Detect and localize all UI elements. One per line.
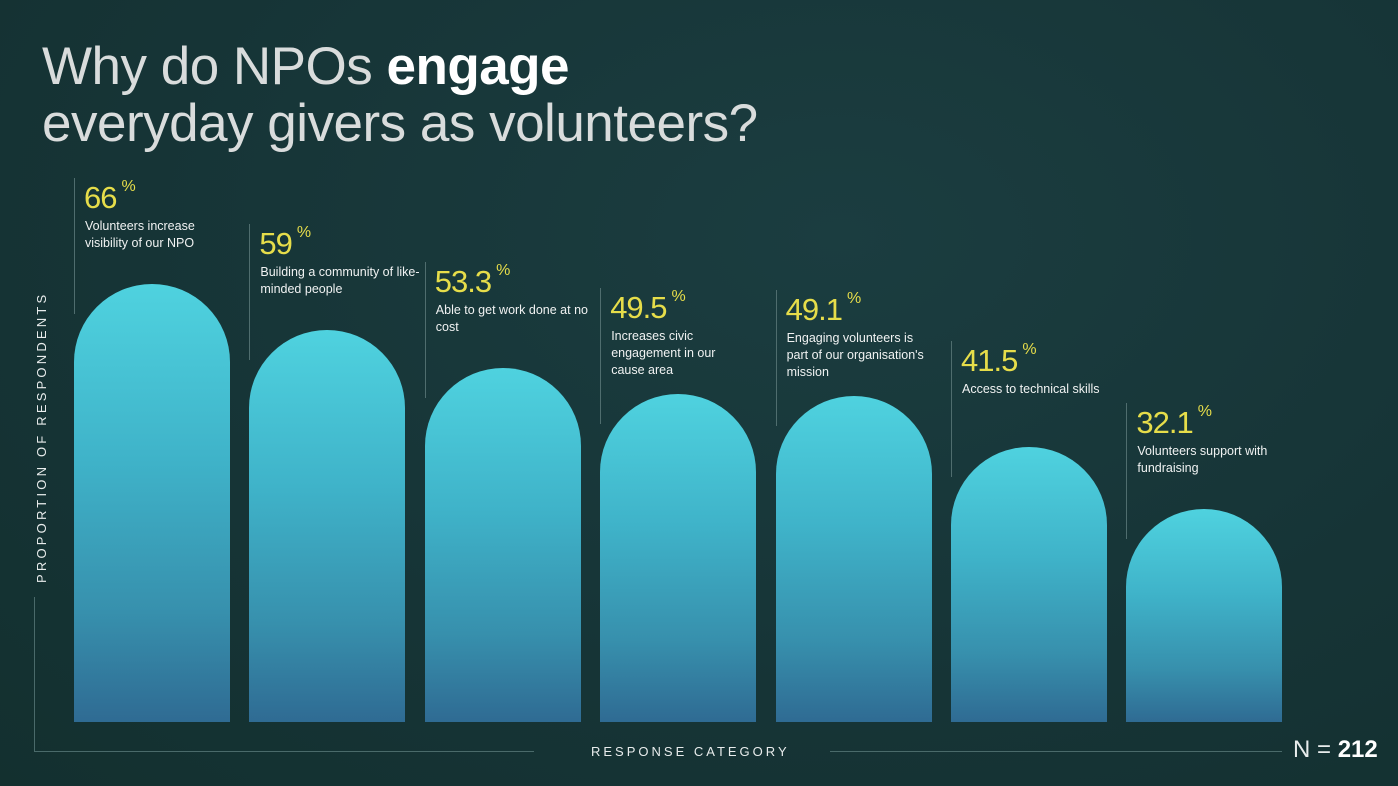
title-emphasis: engage xyxy=(386,37,570,96)
bar xyxy=(1126,508,1283,722)
chart-title: Why do NPOs engage everyday givers as vo… xyxy=(42,38,758,152)
percent-sign: % xyxy=(671,287,686,305)
category-label: Building a community of like-minded peop… xyxy=(260,265,420,297)
leader-line xyxy=(424,262,426,399)
leader-line xyxy=(951,340,952,477)
value-text: 32.1 xyxy=(1136,404,1193,440)
sample-eq: = xyxy=(1317,736,1332,763)
data-label: 49.1% xyxy=(785,290,862,328)
category-label: Access to technical skills xyxy=(962,381,1100,396)
percent-sign: % xyxy=(296,224,312,242)
bar xyxy=(74,284,230,722)
bar xyxy=(600,393,757,722)
data-label: 49.5% xyxy=(610,287,686,326)
value-text: 41.5 xyxy=(961,342,1018,378)
value-text: 49.5 xyxy=(610,289,667,325)
percent-sign: % xyxy=(1022,340,1037,358)
data-label: 32.1% xyxy=(1136,402,1212,441)
percent-sign: % xyxy=(496,262,511,280)
percent-sign: % xyxy=(846,290,862,308)
category-label: Able to get work done at no cost xyxy=(435,303,588,335)
bar xyxy=(951,446,1107,722)
value-text: 53.3 xyxy=(434,264,492,300)
leader-line xyxy=(775,290,777,427)
data-label: 59% xyxy=(259,224,312,262)
x-axis-line-right xyxy=(830,751,1282,752)
title-line-2: everyday givers as volunteers? xyxy=(42,94,758,153)
data-label: 66% xyxy=(84,178,136,216)
category-label: Increases civic engagement in our cause … xyxy=(611,328,716,377)
title-text: Why do NPOs xyxy=(42,37,387,96)
category-label: Engaging volunteers is part of our organ… xyxy=(786,331,924,380)
percent-sign: % xyxy=(1197,402,1212,420)
data-label: 53.3% xyxy=(434,262,511,300)
bar xyxy=(249,330,406,722)
bar xyxy=(424,368,581,722)
sample-label: N xyxy=(1293,736,1311,763)
leader-line xyxy=(249,224,251,361)
data-label: 41.5% xyxy=(961,340,1037,379)
x-axis-label: RESPONSE CATEGORY xyxy=(591,744,790,759)
x-axis-line-left xyxy=(34,751,534,752)
sample-size: N = 212 xyxy=(1293,736,1378,764)
bar xyxy=(775,396,932,722)
leader-line xyxy=(74,178,75,314)
y-axis-label: PROPORTION OF RESPONDENTS xyxy=(34,291,49,583)
leader-line xyxy=(1126,402,1128,539)
value-text: 59 xyxy=(259,226,292,262)
y-axis-line xyxy=(34,597,35,752)
leader-line xyxy=(600,287,602,424)
value-text: 66 xyxy=(84,180,117,215)
category-label: Volunteers increase visibility of our NP… xyxy=(85,219,195,250)
sample-value: 212 xyxy=(1337,736,1378,763)
percent-sign: % xyxy=(121,178,136,195)
value-text: 49.1 xyxy=(785,292,843,328)
category-label: Volunteers support with fundraising xyxy=(1137,443,1268,475)
